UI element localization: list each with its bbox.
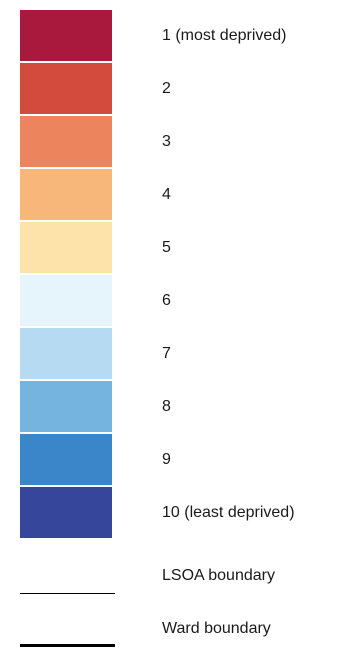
boundary-line-sample: [20, 644, 115, 647]
legend-label: 1 (most deprived): [162, 27, 287, 44]
legend-swatch: [20, 328, 112, 379]
legend-swatch: [20, 381, 112, 432]
boundary-label: Ward boundary: [162, 620, 271, 637]
legend-label: 5: [162, 239, 171, 256]
legend-label: 6: [162, 292, 171, 309]
boundary-line-sample: [20, 593, 115, 594]
legend-swatch: [20, 275, 112, 326]
legend-swatch: [20, 434, 112, 485]
legend-swatch: [20, 487, 112, 538]
legend-swatch: [20, 10, 112, 61]
legend-label: 8: [162, 398, 171, 415]
boundary-label: LSOA boundary: [162, 567, 275, 584]
legend-label: 9: [162, 451, 171, 468]
legend-label: 4: [162, 186, 171, 203]
legend-label: 10 (least deprived): [162, 504, 295, 521]
legend-swatch: [20, 169, 112, 220]
legend-label: 2: [162, 80, 171, 97]
legend-label: 3: [162, 133, 171, 150]
legend-label: 7: [162, 345, 171, 362]
legend-swatch: [20, 116, 112, 167]
legend-swatch: [20, 222, 112, 273]
legend-swatch: [20, 63, 112, 114]
